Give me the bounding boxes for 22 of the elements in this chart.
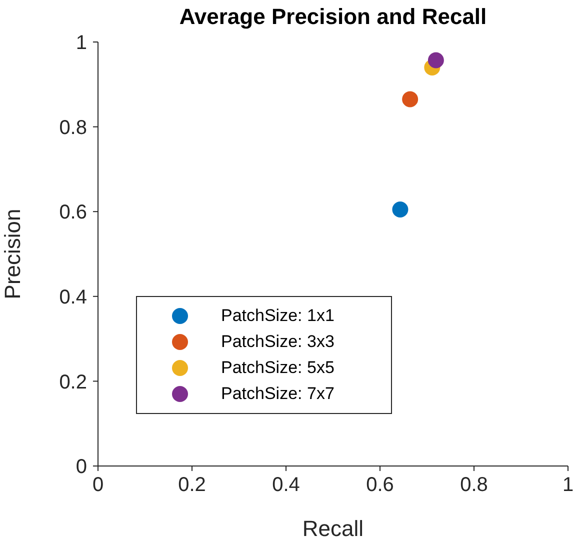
y-tick-label: 0.2 xyxy=(59,371,87,394)
y-tick-label: 0.4 xyxy=(59,286,87,308)
legend-label: PatchSize: 3x3 xyxy=(221,332,334,352)
x-tick-label: 0.8 xyxy=(460,474,488,496)
x-tick-label: 0.2 xyxy=(178,474,206,496)
y-axis-title: Precision xyxy=(0,208,25,300)
y-tick-label: 0 xyxy=(76,456,87,478)
x-tick-label: 0.6 xyxy=(366,474,394,496)
y-tick-label: 1 xyxy=(76,32,87,54)
point xyxy=(428,52,444,68)
point xyxy=(402,91,418,108)
y-tick-label: 0.8 xyxy=(59,116,87,139)
legend-label: PatchSize: 7x7 xyxy=(221,384,334,404)
x-axis-title: Recall xyxy=(302,516,364,541)
point xyxy=(392,201,408,218)
x-tick-label: 0.4 xyxy=(272,474,300,496)
x-tick-label: 1 xyxy=(562,474,574,496)
chart-title: Average Precision and Recall xyxy=(178,4,488,30)
legend-label: PatchSize: 5x5 xyxy=(221,358,334,378)
y-tick-label: 0.6 xyxy=(59,202,87,224)
legend-label: PatchSize: 1x1 xyxy=(221,306,334,326)
x-tick-label: 0 xyxy=(92,474,104,496)
